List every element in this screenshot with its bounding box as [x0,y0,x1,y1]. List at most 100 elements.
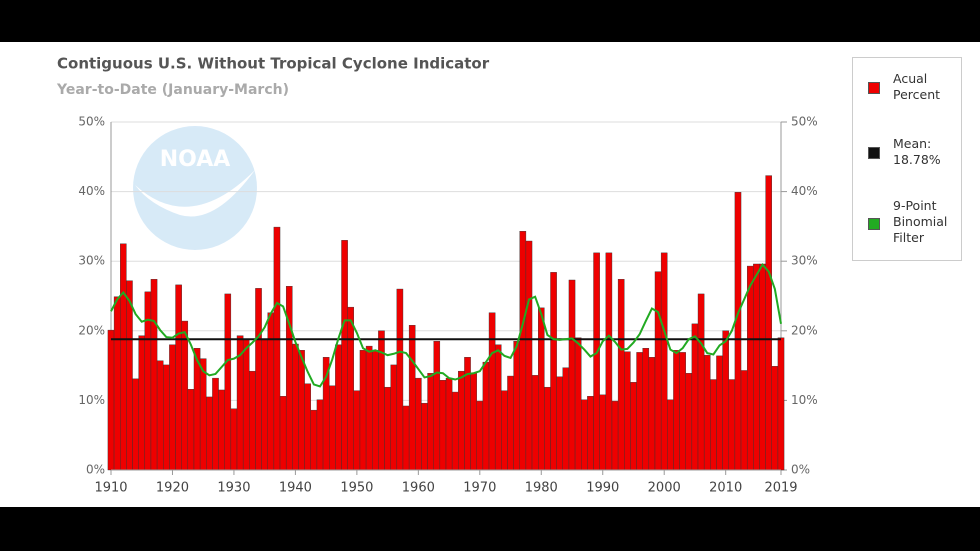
bar [384,386,391,471]
bar [249,370,256,471]
logo-text: NOAA [160,147,231,172]
logo-bird [135,170,255,217]
bar [642,348,650,471]
y2-tick-label: 40% [791,184,818,198]
bar [267,312,275,471]
bar [531,375,539,471]
x-tick-label: 1950 [340,481,373,496]
bar [341,240,348,471]
bar [501,390,508,471]
bar [746,265,754,471]
logo-circle [133,126,257,250]
x-tick-label: 1920 [156,481,189,496]
bar [673,350,680,471]
y-tick-label: 10% [78,393,105,407]
x-tick-label: 1970 [463,481,496,496]
bar [218,389,225,471]
bar [599,394,607,471]
bar [285,286,293,471]
legend: Acual Percent Mean: 18.78% 9-Point Binom… [852,57,962,261]
bar [519,231,527,471]
bar [624,351,631,471]
bar [771,366,779,471]
bar [685,373,693,471]
bar [494,344,502,471]
bar [132,378,139,471]
bar [648,357,656,471]
bar [156,360,164,471]
y-tick-label: 20% [78,323,105,337]
bar [255,288,262,471]
bar [298,350,305,471]
bar [372,350,379,471]
bar [113,296,121,471]
bar [716,355,723,471]
legend-label: Mean: 18.78% [893,136,941,167]
bar [163,364,170,471]
bar [427,373,434,471]
bar [365,345,373,471]
bar [415,377,422,471]
bar [574,337,582,471]
bar [199,358,207,471]
bar [242,338,250,471]
bar [458,370,465,471]
bar [703,354,711,471]
bar [261,339,268,471]
bar [224,293,232,471]
bar [310,409,318,471]
bar [722,330,729,471]
bar [433,341,441,471]
bar [451,391,459,471]
bar [710,379,717,471]
bar [107,329,115,471]
bar [538,307,545,471]
bar [759,263,766,471]
bar [402,405,410,471]
bar [445,377,453,471]
legend-swatch [868,147,880,159]
y-tick-label: 40% [78,184,105,198]
x-tick-label: 2010 [709,481,742,496]
x-tick-label: 1990 [586,481,619,496]
bar [562,367,570,471]
x-tick-label: 2000 [648,481,681,496]
bar [605,252,613,471]
bar [587,396,594,471]
bar [476,400,484,471]
bar [138,335,146,471]
bar [691,323,699,471]
bar [206,396,213,471]
bar [439,380,447,471]
bar [482,361,490,471]
bar [359,350,367,471]
bar [660,252,668,471]
bar [408,325,416,471]
bar [126,280,133,471]
bar [488,312,496,471]
bar [279,396,287,471]
y-tick-label: 30% [78,254,105,268]
bar [181,320,189,471]
legend-swatch [868,82,880,94]
y2-tick-label: 0% [791,463,810,477]
y2-tick-label: 30% [791,254,818,268]
bar [728,379,736,471]
bar [396,288,404,471]
bar [593,252,600,471]
bar [292,343,299,471]
filter-line [110,262,782,388]
legend-label: 9-Point Binomial Filter [893,198,948,245]
x-tick-label: 1980 [525,481,558,496]
y2-tick-label: 10% [791,393,818,407]
bar [144,291,152,471]
bar [581,399,588,471]
bar [765,175,772,471]
bar [329,385,336,471]
bar [150,279,158,471]
y2-tick-label: 50% [791,115,818,129]
bar [777,337,785,471]
bar [654,271,662,471]
chart-title: Contiguous U.S. Without Tropical Cyclone… [57,55,490,73]
